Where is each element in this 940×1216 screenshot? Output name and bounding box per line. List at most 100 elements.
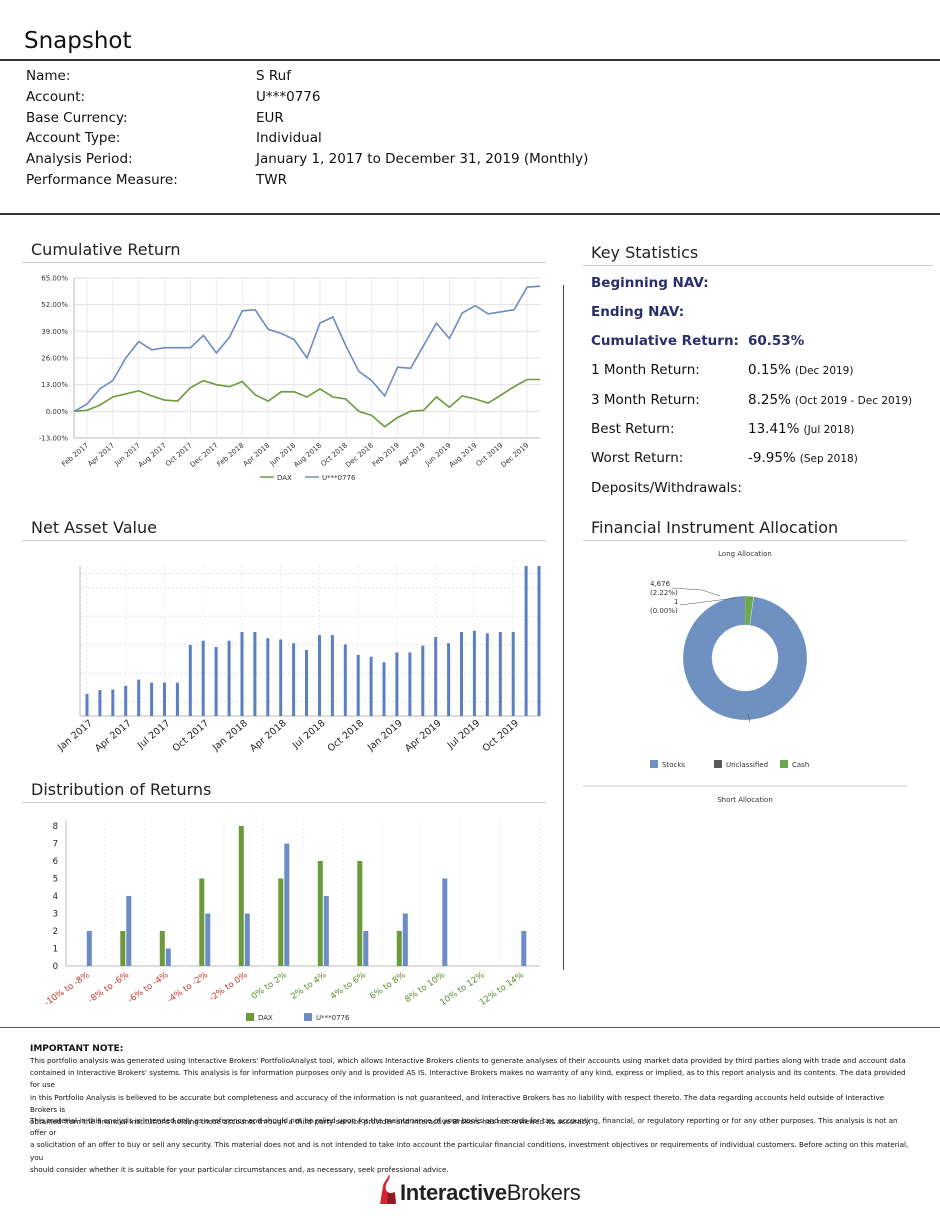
cumulative-y-tick: -13.00% xyxy=(39,435,69,443)
nav-bar xyxy=(460,632,463,716)
cumulative-return-title: Cumulative Return xyxy=(31,240,181,259)
account-bar xyxy=(323,896,329,966)
nav-x-tick: Oct 2017 xyxy=(171,718,211,754)
distribution-y-tick: 8 xyxy=(53,822,58,832)
distribution-x-tick: 0% to 2% xyxy=(250,970,289,1002)
nav-bar xyxy=(343,644,347,716)
net-asset-value-rule xyxy=(22,540,546,541)
legend-stocks-swatch xyxy=(650,760,658,768)
beginning-nav-label: Beginning NAV: xyxy=(591,275,709,291)
nav-bar xyxy=(369,656,373,716)
distribution-y-tick: 1 xyxy=(53,945,58,955)
note-line: contained in Interactive Brokers' system… xyxy=(30,1068,906,1090)
logo-flame-icon xyxy=(380,1174,396,1204)
nav-bar xyxy=(227,640,231,716)
distribution-x-tick: -4% to -2% xyxy=(166,970,210,1005)
nav-bar xyxy=(137,679,141,716)
distribution-y-tick: 0 xyxy=(53,962,58,972)
one-month-value: 0.15% xyxy=(748,362,791,378)
distribution-x-tick: -10% to -8% xyxy=(43,970,92,1008)
info-rule xyxy=(0,213,940,215)
cumulative-return-value: 60.53% xyxy=(748,333,805,349)
nav-bar xyxy=(485,633,489,716)
worst-return-row: -9.95% (Sep 2018) xyxy=(748,450,858,466)
distribution-y-tick: 3 xyxy=(53,910,58,920)
nav-bar xyxy=(240,632,244,716)
account-bar xyxy=(244,913,250,966)
allocation-rule xyxy=(583,540,907,541)
nav-bar xyxy=(111,689,115,716)
allocation-legend: Stocks Unclassified Cash xyxy=(650,760,809,769)
distribution-x-tick: -6% to -4% xyxy=(126,970,170,1005)
nav-x-tick: Apr 2019 xyxy=(403,718,444,754)
account-bar xyxy=(363,931,369,966)
cumulative-x-tick: Dec 2017 xyxy=(189,441,220,469)
account-bar xyxy=(521,931,527,966)
cumulative-x-tick: Feb 2018 xyxy=(216,441,246,468)
account-type-label: Account Type: xyxy=(26,130,121,146)
cumulative-x-tick: Feb 2019 xyxy=(371,441,401,468)
one-month-note: (Dec 2019) xyxy=(794,365,854,377)
distribution-y-tick: 6 xyxy=(53,857,58,867)
best-return-note: (Jul 2018) xyxy=(803,424,855,436)
distribution-x-tick: -2% to 0% xyxy=(208,970,250,1003)
legend-dax-label: DAX xyxy=(258,1014,273,1022)
note-line: in this Portfolio Analysis is believed t… xyxy=(30,1092,885,1114)
note-line: obtained from the financial institutions… xyxy=(30,1117,591,1127)
nav-bar xyxy=(279,639,283,716)
dax-bar xyxy=(238,826,244,966)
allocation-title: Financial Instrument Allocation xyxy=(591,518,839,537)
column-divider xyxy=(563,285,564,970)
nav-bar xyxy=(524,566,528,716)
best-return-value: 13.41% xyxy=(748,421,800,437)
long-allocation-title: Long Allocation xyxy=(718,550,772,558)
nav-x-tick: Jul 2019 xyxy=(445,718,482,752)
cash-value-label: 4,676 xyxy=(650,580,671,588)
note-line: a solicitation of an offer to buy or sel… xyxy=(30,1140,909,1162)
legend-unclassified-swatch xyxy=(714,760,722,768)
important-note-paragraph-1: This portfolio analysis was generated us… xyxy=(30,1055,910,1128)
legend-account-label: U***0776 xyxy=(316,1014,350,1022)
unclassified-leader-line xyxy=(679,597,737,606)
cumulative-x-tick: Apr 2018 xyxy=(242,441,272,468)
distribution-y-tick: 2 xyxy=(53,927,58,937)
dax-bar xyxy=(317,861,323,966)
nav-bar xyxy=(98,690,102,716)
three-month-value: 8.25% xyxy=(748,392,791,408)
legend-unclassified-label: Unclassified xyxy=(726,761,768,769)
nav-bar xyxy=(188,645,192,716)
account-bar xyxy=(86,931,92,966)
interactive-brokers-logo: InteractiveBrokers xyxy=(378,1172,618,1212)
ending-nav-label: Ending NAV: xyxy=(591,304,685,320)
three-month-row: 8.25% (Oct 2019 - Dec 2019) xyxy=(748,392,912,408)
account-bar xyxy=(402,913,408,966)
legend-dax-swatch xyxy=(246,1013,254,1021)
cumulative-y-tick: 0.00% xyxy=(46,408,69,416)
currency-label: Base Currency: xyxy=(26,110,128,126)
nav-bar xyxy=(318,635,321,716)
short-allocation-title: Short Allocation xyxy=(717,796,773,804)
cumulative-y-tick: 26.00% xyxy=(41,355,68,363)
distribution-legend: DAX U***0776 xyxy=(246,1013,350,1022)
stocks-leader-line xyxy=(747,713,751,723)
nav-bar xyxy=(124,685,128,716)
nav-bar xyxy=(537,566,541,716)
legend-account-label: U***0776 xyxy=(322,474,356,482)
allocation-chart: Long Allocation 4,676 (2.22%) 1 (0.00%) … xyxy=(583,550,907,804)
cumulative-x-tick: Aug 2018 xyxy=(292,441,323,469)
cumulative-y-tick: 39.00% xyxy=(41,328,68,336)
one-month-row: 0.15% (Dec 2019) xyxy=(748,362,853,378)
legend-stocks-label: Stocks xyxy=(662,761,685,769)
distribution-x-tick: 4% to 6% xyxy=(329,970,368,1002)
cumulative-legend: DAX U***0776 xyxy=(260,474,356,482)
legend-cash-swatch xyxy=(780,760,788,768)
logo-wordmark: InteractiveBrokers xyxy=(400,1180,581,1206)
nav-bar xyxy=(498,632,502,716)
cumulative-x-tick: Apr 2019 xyxy=(397,441,427,468)
logo-text-bold: Interactive xyxy=(400,1180,507,1205)
cumulative-y-tick: 65.00% xyxy=(41,275,68,283)
currency-value: EUR xyxy=(256,110,284,126)
important-note-title: IMPORTANT NOTE: xyxy=(30,1044,124,1054)
nav-x-tick: Oct 2018 xyxy=(326,718,366,754)
